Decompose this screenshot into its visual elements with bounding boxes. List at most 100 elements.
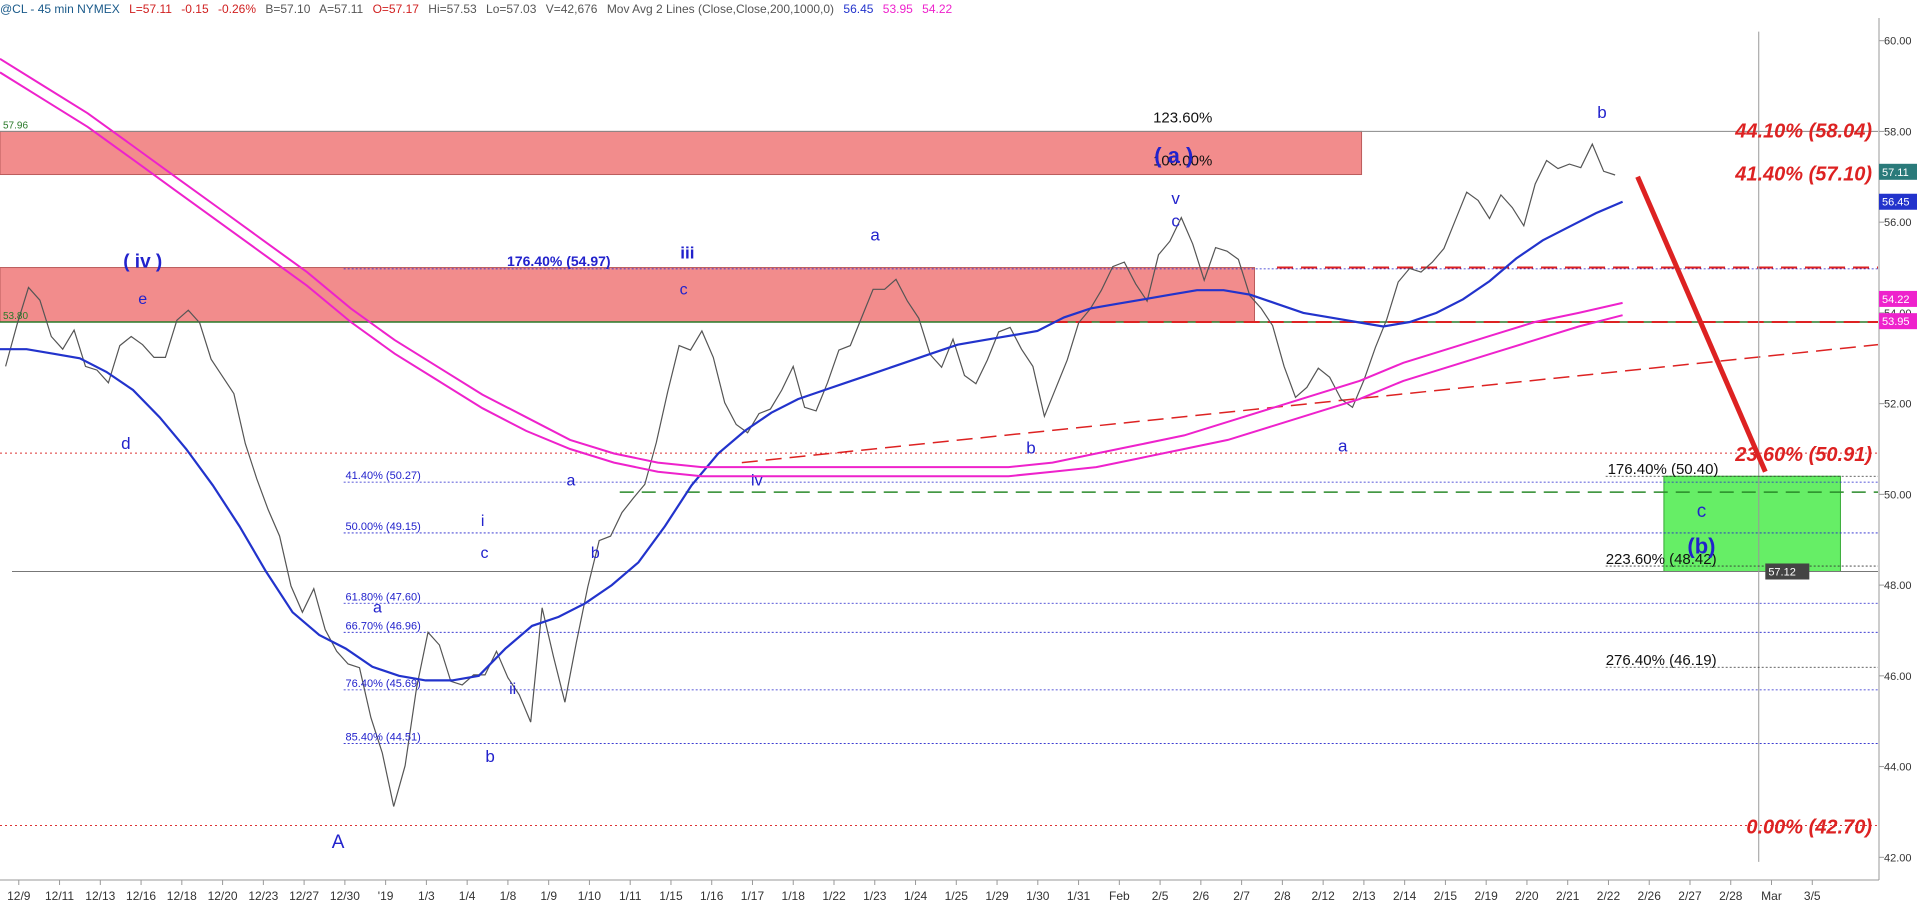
axis-price-badge <box>1879 290 1917 307</box>
x-tick-label: 12/16 <box>126 889 156 903</box>
axis-price-badge-label: 57.12 <box>1768 566 1796 578</box>
x-tick-label: 2/6 <box>1193 889 1210 903</box>
study-label: Mov Avg 2 Lines (Close,Close,200,1000,0) <box>606 2 835 16</box>
wave-label: b <box>1026 439 1035 458</box>
wave-label: ( a ) <box>1154 143 1193 168</box>
x-tick-label: 1/22 <box>822 889 846 903</box>
axis-price-badge-label: 57.11 <box>1882 167 1909 179</box>
x-tick-label: 2/22 <box>1597 889 1621 903</box>
y-tick-label: 52.00 <box>1884 399 1912 411</box>
y-tick-label: 46.00 <box>1884 671 1912 683</box>
y-tick-label: 50.00 <box>1884 489 1912 501</box>
axis-price-badge-label: 54.22 <box>1882 294 1910 306</box>
axis-price-badge <box>1879 313 1917 330</box>
x-tick-label: 12/11 <box>45 889 74 903</box>
wave-label: a <box>373 599 382 616</box>
x-tick-label: 2/7 <box>1233 889 1250 903</box>
x-tick-label: 1/31 <box>1067 889 1091 903</box>
x-tick-label: 2/21 <box>1556 889 1580 903</box>
x-tick-label: 1/25 <box>945 889 969 903</box>
wave-label: a <box>566 472 575 489</box>
target-fib-label: 0.00% (42.70) <box>1746 817 1872 839</box>
fib-extension-label: 123.60% <box>1153 110 1212 127</box>
wave-label: d <box>121 434 130 453</box>
x-tick-label: 1/15 <box>659 889 683 903</box>
fib-label: 41.40% (50.27) <box>346 470 421 482</box>
x-tick-label: Feb <box>1109 889 1130 903</box>
wave-label: a <box>1338 436 1348 455</box>
fib-extension-label: 276.40% (46.19) <box>1606 652 1717 669</box>
axis-price-badge-label: 53.95 <box>1882 316 1910 328</box>
moving-average-magenta <box>0 71 1623 478</box>
level-value-label: 53.80 <box>3 311 28 322</box>
volume: V=42,676 <box>545 2 598 16</box>
target-fib-label: 44.10% (58.04) <box>1734 121 1872 143</box>
projection-arrow <box>1635 175 1768 473</box>
x-tick-label: 12/27 <box>289 889 319 903</box>
level-value-label: 57.96 <box>3 120 28 131</box>
symbol-label: @CL - 45 min NYMEX <box>0 2 120 16</box>
axis-price-badge-label: 56.45 <box>1882 197 1910 209</box>
fib-label: 176.40% (54.97) <box>507 253 611 269</box>
y-tick-label: 58.00 <box>1884 126 1912 138</box>
x-tick-label: 12/23 <box>248 889 278 903</box>
bid-price: B=57.10 <box>265 2 311 16</box>
wave-label: c <box>680 282 688 299</box>
x-tick-label: 12/13 <box>85 889 115 903</box>
x-tick-label: 2/14 <box>1393 889 1417 903</box>
x-tick-label: 1/16 <box>700 889 724 903</box>
x-tick-label: 1/29 <box>985 889 1009 903</box>
x-tick-label: 2/20 <box>1515 889 1539 903</box>
wave-label: c <box>1697 501 1707 522</box>
x-tick-label: 1/4 <box>459 889 476 903</box>
x-tick-label: 1/3 <box>418 889 435 903</box>
price-change: -0.15 <box>181 2 209 16</box>
moving-average-blue <box>0 200 1624 682</box>
y-tick-label: 60.00 <box>1884 36 1912 48</box>
x-tick-label: '19 <box>378 889 394 903</box>
fib-extension-label: 176.40% (50.40) <box>1608 461 1719 478</box>
axis-price-badge <box>1879 163 1917 180</box>
high-price: Hi=57.53 <box>428 2 477 16</box>
x-tick-label: 1/24 <box>904 889 928 903</box>
price-change-pct: -0.26% <box>217 2 257 16</box>
fib-extension-label: 223.60% (48.42) <box>1606 551 1717 568</box>
wave-label: b <box>485 747 494 766</box>
ma-value-2: 53.95 <box>882 2 913 16</box>
x-tick-label: 1/11 <box>619 889 642 903</box>
ma-value-1: 56.45 <box>843 2 874 16</box>
resistance-zone <box>0 130 1363 176</box>
x-tick-label: 2/8 <box>1274 889 1291 903</box>
last-price: L=57.11 <box>129 2 172 16</box>
x-tick-label: Mar <box>1761 889 1782 903</box>
wave-label: iv <box>751 472 763 489</box>
axis-price-badge <box>1765 563 1810 580</box>
x-tick-label: 1/9 <box>540 889 557 903</box>
wave-label: a <box>870 225 880 244</box>
fib-label: 61.80% (47.60) <box>346 591 421 603</box>
wave-label: ii <box>509 681 516 698</box>
x-tick-label: 2/12 <box>1311 889 1335 903</box>
fib-label: 66.70% (46.96) <box>346 620 421 632</box>
x-tick-label: 1/18 <box>782 889 806 903</box>
fib-extension-label: 100.00% <box>1153 153 1212 170</box>
open-price: O=57.17 <box>372 2 419 16</box>
x-tick-label: 12/20 <box>208 889 238 903</box>
wave-label: (b) <box>1687 533 1715 558</box>
target-fib-label: 23.60% (50.91) <box>1734 444 1872 466</box>
wave-label: c <box>1171 212 1180 231</box>
fib-label: 50.00% (49.15) <box>346 521 421 533</box>
resistance-zone <box>0 267 1256 323</box>
wave-label: v <box>1171 189 1180 208</box>
x-tick-label: 2/15 <box>1434 889 1458 903</box>
y-tick-label: 48.00 <box>1884 580 1912 592</box>
ma-value-3: 54.22 <box>922 2 953 16</box>
wave-label: c <box>481 545 489 562</box>
x-tick-label: 2/13 <box>1352 889 1376 903</box>
x-tick-label: 2/26 <box>1638 889 1662 903</box>
wave-label: iii <box>680 243 694 262</box>
wave-label: ( iv ) <box>123 252 162 273</box>
x-tick-label: 1/10 <box>578 889 602 903</box>
wave-label: e <box>138 291 147 308</box>
